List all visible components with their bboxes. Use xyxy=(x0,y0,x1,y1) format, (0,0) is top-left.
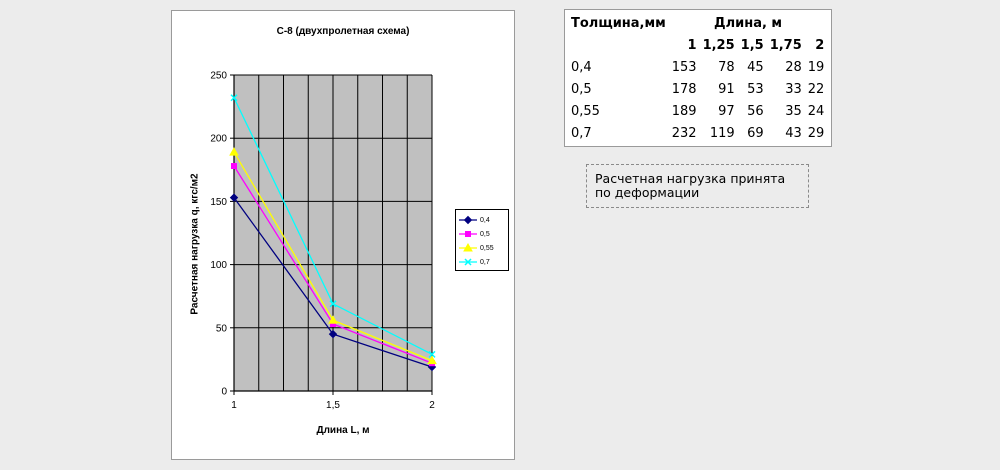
table-header-row: Толщина,мм Длина, м xyxy=(569,12,827,34)
data-point xyxy=(328,329,338,339)
legend-item: 0,4 xyxy=(458,213,506,227)
y-tick-label: 0 xyxy=(221,387,227,398)
note-line: Расчетная нагрузка принята xyxy=(595,171,786,186)
length-header-cell: 1 xyxy=(687,37,697,53)
length-header-cell: 1,25 xyxy=(702,37,735,53)
load-cell: 97 xyxy=(718,103,735,119)
note-line: по деформации xyxy=(595,185,700,200)
x-axis-title: Длина L, м xyxy=(316,425,370,436)
load-cell: 78 xyxy=(718,59,735,75)
legend-label: 0,55 xyxy=(480,244,494,252)
table-row: 0,7 232 119 69 43 29 xyxy=(569,122,827,144)
table-row: 0,55 189 97 56 35 24 xyxy=(569,100,827,122)
load-cell: 53 xyxy=(747,81,764,97)
load-table-panel: Толщина,мм Длина, м 1 1,25 1,5 1,75 2 0,… xyxy=(564,9,832,147)
table-row: 0,5 178 91 53 33 22 xyxy=(569,78,827,100)
length-header-cell: 2 xyxy=(815,37,825,53)
thickness-cell: 0,4 xyxy=(571,59,592,75)
legend-marker xyxy=(463,215,473,225)
legend-marker xyxy=(464,258,472,266)
legend-label: 0,7 xyxy=(480,258,490,266)
y-tick-label: 100 xyxy=(210,260,227,271)
load-cell: 43 xyxy=(785,125,802,141)
y-tick-label: 200 xyxy=(210,134,227,145)
legend-item: 0,5 xyxy=(458,227,506,241)
chart-plot: 0 50 100 150 200 250 1 1,5 2 xyxy=(210,71,437,411)
length-header-cell: 1,5 xyxy=(740,37,764,53)
data-point xyxy=(330,321,336,328)
legend-swatch-icon xyxy=(459,258,477,266)
load-cell: 56 xyxy=(747,103,764,119)
legend-item: 0,7 xyxy=(458,255,506,269)
load-cell: 69 xyxy=(747,125,764,141)
legend-swatch-icon xyxy=(459,243,477,252)
thickness-cell: 0,55 xyxy=(571,103,600,119)
data-point xyxy=(427,355,437,365)
y-tick-label: 250 xyxy=(210,71,227,82)
data-point xyxy=(428,350,436,358)
chart-panel: С-8 (двухпролетная схема) 0 50 100 150 200 25… xyxy=(171,10,515,460)
data-point xyxy=(329,300,337,308)
load-cell: 33 xyxy=(785,81,802,97)
x-tick-label: 1,5 xyxy=(326,400,340,411)
x-tick-label: 1 xyxy=(231,400,237,411)
legend-marker xyxy=(463,243,473,252)
legend-swatch-icon xyxy=(459,231,477,237)
thickness-column-header: Толщина,мм xyxy=(571,15,666,31)
chart-title: С-8 (двухпролетная схема) xyxy=(276,26,410,37)
y-axis-title: Расчетная нагрузка q, кгс/м2 xyxy=(189,173,201,315)
y-tick-label: 150 xyxy=(210,197,227,208)
load-cell: 232 xyxy=(671,125,697,141)
load-cell: 28 xyxy=(785,59,802,75)
legend-item: 0,55 xyxy=(458,241,506,255)
data-point xyxy=(231,163,237,170)
chart-legend: 0,4 0,5 0,55 0,7 xyxy=(455,209,509,271)
note-box: Расчетная нагрузка принята по деформации xyxy=(586,164,809,208)
load-cell: 45 xyxy=(747,59,764,75)
load-cell: 153 xyxy=(671,59,697,75)
data-point xyxy=(230,94,238,102)
table-row: 0,4 153 78 45 28 19 xyxy=(569,56,827,78)
load-cell: 22 xyxy=(807,81,825,97)
thickness-cell: 0,7 xyxy=(571,125,592,141)
load-cell: 119 xyxy=(709,125,735,141)
load-cell: 29 xyxy=(807,125,825,141)
legend-label: 0,5 xyxy=(480,230,490,238)
table-subheader-row: 1 1,25 1,5 1,75 2 xyxy=(569,34,827,56)
length-header-cell: 1,75 xyxy=(769,37,802,53)
y-tick-label: 50 xyxy=(216,323,228,334)
data-point xyxy=(328,315,338,324)
load-cell: 35 xyxy=(785,103,802,119)
load-cell: 24 xyxy=(807,103,825,119)
data-point xyxy=(229,193,239,202)
load-cell: 19 xyxy=(807,59,825,75)
length-column-header: Длина, м xyxy=(714,15,783,31)
thickness-cell: 0,5 xyxy=(571,81,592,97)
data-point xyxy=(229,147,239,156)
load-table: Толщина,мм Длина, м 1 1,25 1,5 1,75 2 0,… xyxy=(569,12,827,144)
load-cell: 91 xyxy=(718,81,735,97)
legend-marker xyxy=(465,231,471,237)
legend-swatch-icon xyxy=(459,215,477,225)
legend-label: 0,4 xyxy=(480,216,490,224)
table-empty-cell xyxy=(569,34,669,56)
load-cell: 189 xyxy=(671,103,697,119)
x-tick-label: 2 xyxy=(429,400,435,411)
load-cell: 178 xyxy=(671,81,697,97)
